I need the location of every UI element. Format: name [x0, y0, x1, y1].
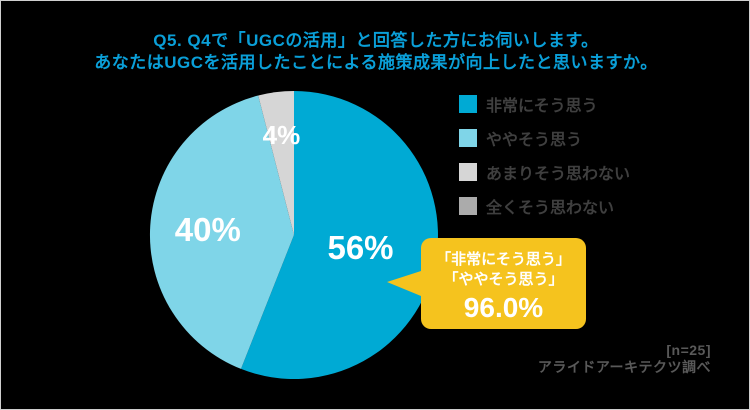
legend-item-2: ややそう思う	[459, 129, 630, 149]
chart-title-line2: あなたはUGCを活用したことによる施策成果が向上したと思いますか。	[94, 53, 658, 72]
legend-label-somewhat-agree: ややそう思う	[486, 132, 583, 149]
legend-item-4: 全くそう思わない	[459, 197, 630, 217]
callout-line2: 「ややそう思う」	[443, 271, 564, 288]
pie-slice-3	[258, 90, 294, 236]
footer: [n=25] アライドアーキテクツ調べ	[538, 342, 711, 376]
legend-swatch-somewhat-disagree	[459, 163, 477, 181]
pie-slice-label-2: 40%	[175, 211, 241, 248]
footer-source: アライドアーキテクツ調べ	[537, 359, 711, 375]
pie-slice-2	[149, 95, 294, 369]
pie-slice-label-1: 56%	[327, 229, 393, 266]
legend-label-strongly-agree: 非常にそう思う	[486, 98, 598, 115]
footer-n: [n=25]	[666, 342, 711, 358]
legend-swatch-strongly-disagree	[459, 197, 477, 215]
pie-slice-label-3: 4%	[263, 120, 301, 150]
legend-label-strongly-disagree: 全くそう思わない	[486, 200, 615, 217]
chart-title-line1: Q5. Q4で「UGCの活用」と回答した方にお伺いします。	[153, 31, 599, 50]
legend-item-3: あまりそう思わない	[459, 163, 631, 183]
legend-item-1: 非常にそう思う	[459, 95, 630, 115]
callout-value: 96.0%	[463, 292, 544, 323]
callout-line1: 「非常にそう思う」	[436, 251, 571, 268]
callout-pointer-icon	[387, 271, 421, 296]
legend-swatch-somewhat-agree	[459, 129, 477, 147]
legend-label-somewhat-disagree: あまりそう思わない	[486, 166, 631, 183]
legend-swatch-strongly-agree	[459, 95, 477, 113]
pie-slice-1	[241, 91, 438, 379]
chart-title: Q5. Q4で「UGCの活用」と回答した方にお伺いします。 あなたはUGCを活用…	[1, 30, 749, 74]
callout: 「非常にそう思う」 「ややそう思う」 96.0%	[421, 238, 586, 329]
legend: 非常にそう思う ややそう思う あまりそう思わない 全くそう思わない	[459, 95, 630, 231]
